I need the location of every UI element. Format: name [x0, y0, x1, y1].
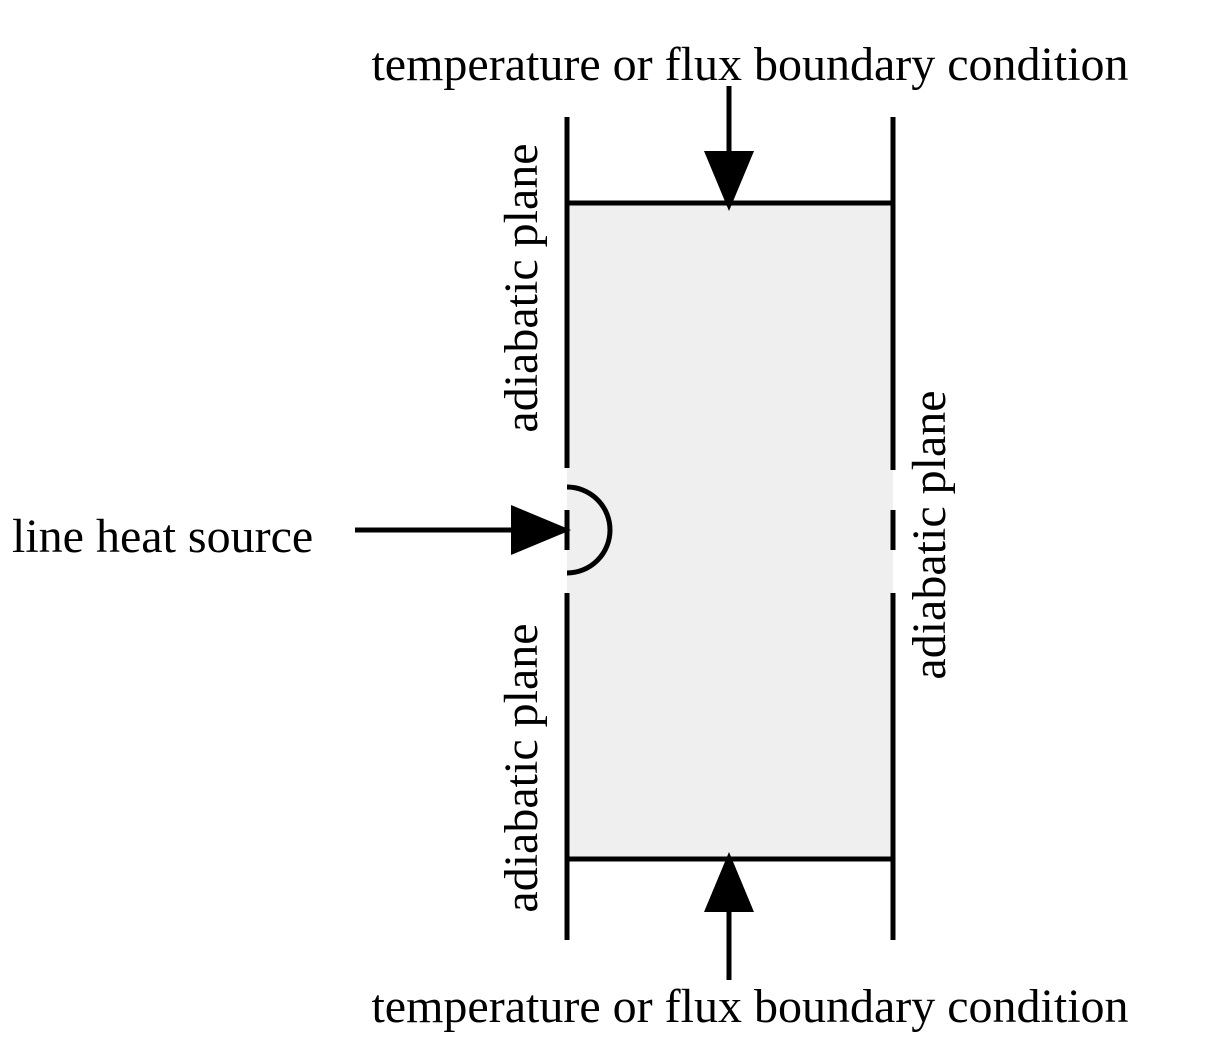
line-heat-source-label: line heat source — [12, 510, 313, 563]
left-upper-adiabatic-label: adiabatic plane — [495, 143, 548, 432]
top-boundary-label: temperature or flux boundary condition — [371, 38, 1128, 91]
bottom-boundary-label: temperature or flux boundary condition — [371, 980, 1128, 1033]
right-adiabatic-label: adiabatic plane — [903, 390, 956, 679]
domain-region — [567, 203, 893, 859]
line-heat-source-arc — [566, 484, 613, 576]
left-lower-adiabatic-label: adiabatic plane — [495, 623, 548, 912]
